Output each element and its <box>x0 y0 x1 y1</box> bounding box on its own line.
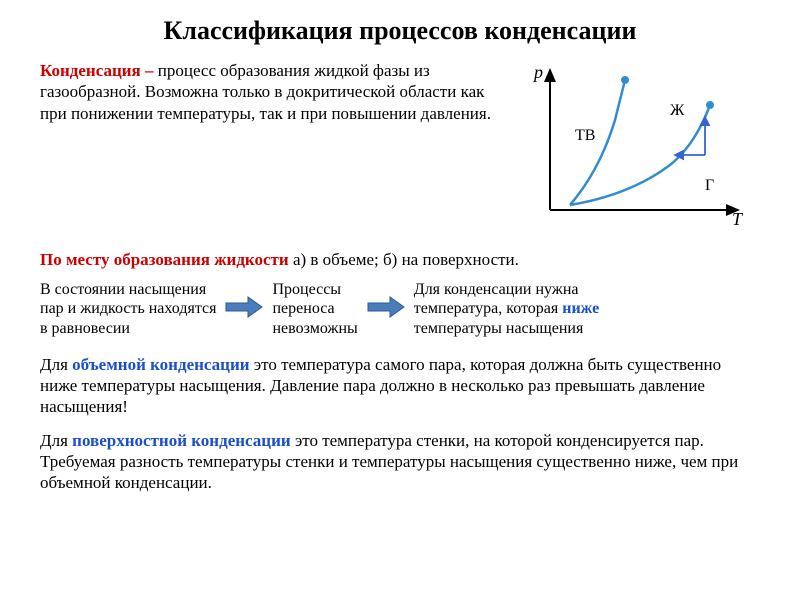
paragraph-volumetric: Для объемной конденсации это температура… <box>40 354 760 418</box>
top-row: Конденсация – процесс образования жидкой… <box>40 60 760 235</box>
category-rest: а) в объеме; б) на поверхности. <box>289 250 519 269</box>
category-by-location: По месту образования жидкости а) в объем… <box>40 249 760 270</box>
category-label: По месту образования жидкости <box>40 250 289 269</box>
definition-block: Конденсация – процесс образования жидкой… <box>40 60 502 124</box>
svg-text:Г: Г <box>705 177 714 194</box>
flow-row: В состоянии насыщения пар и жидкость нах… <box>40 280 760 338</box>
paragraph-surface: Для поверхностной конденсации это темпер… <box>40 430 760 494</box>
flow-box-3: Для конденсации нужна температура, котор… <box>414 280 599 338</box>
flow-box-1: В состоянии насыщения пар и жидкость нах… <box>40 280 216 338</box>
arrow-icon <box>224 293 264 326</box>
svg-text:p: p <box>532 62 543 82</box>
arrow-icon <box>366 293 406 326</box>
page-title: Классификация процессов конденсации <box>40 16 760 46</box>
flow-box-2: Процессы переноса невозможны <box>272 280 357 338</box>
phase-diagram: p T ТВ Ж Г <box>520 60 760 235</box>
svg-text:ТВ: ТВ <box>575 127 595 144</box>
definition-term: Конденсация – <box>40 61 158 80</box>
svg-text:T: T <box>732 209 744 229</box>
svg-text:Ж: Ж <box>670 102 685 119</box>
